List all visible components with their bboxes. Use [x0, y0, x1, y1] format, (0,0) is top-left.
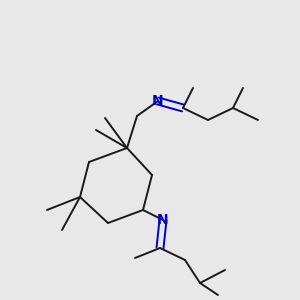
- Text: N: N: [152, 94, 164, 108]
- Text: N: N: [157, 213, 169, 227]
